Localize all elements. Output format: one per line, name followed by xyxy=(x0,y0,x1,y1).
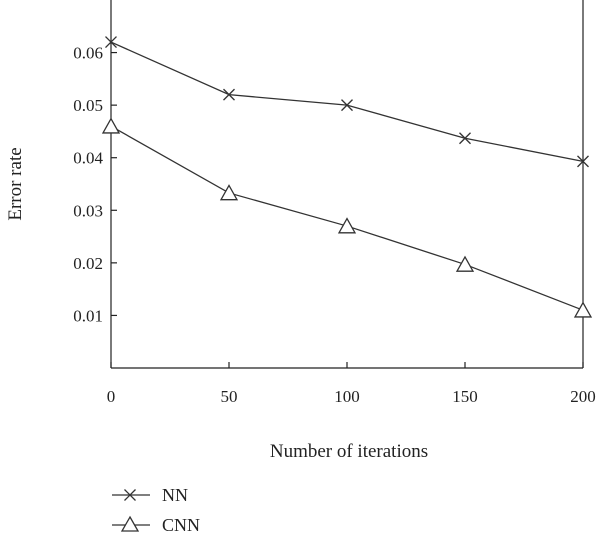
x-axis-title: Number of iterations xyxy=(270,441,428,462)
series-line-nn xyxy=(110,41,584,163)
legend-item-cnn: CNN xyxy=(112,515,200,535)
legend-label-cnn: CNN xyxy=(162,515,200,535)
y-axis-title: Error rate xyxy=(5,147,26,220)
data-point-nn xyxy=(341,99,353,112)
data-point-nn xyxy=(223,88,235,101)
legend-marker-nn xyxy=(124,489,136,501)
plot-area xyxy=(110,0,584,369)
x-tick-label: 0 xyxy=(107,387,116,406)
x-ticks: 0 50 100 150 200 xyxy=(107,362,596,406)
data-point-stroke xyxy=(223,88,235,101)
y-tick-label: 0.01 xyxy=(73,306,103,325)
y-tick-label: 0.03 xyxy=(73,201,103,220)
data-point-stroke xyxy=(459,132,471,145)
y-tick-label: 0.05 xyxy=(73,96,103,115)
data-point-stroke xyxy=(341,99,353,112)
data-point-nn xyxy=(577,155,589,168)
data-point-cnn xyxy=(455,255,475,272)
legend: NN CNN xyxy=(112,485,200,535)
x-tick-label: 150 xyxy=(452,387,478,406)
series-layer xyxy=(101,36,593,318)
y-tick-label: 0.02 xyxy=(73,254,103,273)
series-nn xyxy=(105,36,589,168)
data-point-cnn xyxy=(337,217,357,234)
data-point-cnn xyxy=(101,117,121,134)
data-point-stroke xyxy=(105,36,117,49)
data-point-cnn xyxy=(573,301,593,318)
x-tick-label: 200 xyxy=(570,387,596,406)
y-tick-label: 0.04 xyxy=(73,149,103,168)
series-cnn xyxy=(101,117,593,318)
y-tick-label: 0.06 xyxy=(73,44,103,63)
legend-marker-cnn xyxy=(120,515,140,532)
legend-item-nn: NN xyxy=(112,485,188,505)
data-point-nn xyxy=(459,132,471,145)
y-ticks: 0.01 0.02 0.03 0.04 0.05 0.06 xyxy=(73,44,117,325)
x-tick-label: 50 xyxy=(221,387,238,406)
x-tick-label: 100 xyxy=(334,387,360,406)
data-point-nn xyxy=(105,36,117,49)
data-point-cnn xyxy=(219,184,239,201)
data-point-stroke xyxy=(577,155,589,168)
legend-label-nn: NN xyxy=(162,485,188,505)
